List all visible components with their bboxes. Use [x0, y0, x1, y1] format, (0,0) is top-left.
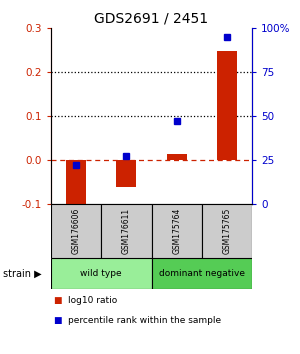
Text: GSM176606: GSM176606	[72, 208, 81, 254]
Text: strain ▶: strain ▶	[3, 268, 42, 279]
Bar	[51, 204, 101, 258]
Bar	[202, 204, 252, 258]
Text: GSM175764: GSM175764	[172, 208, 181, 254]
Bar	[101, 204, 152, 258]
Text: percentile rank within the sample: percentile rank within the sample	[68, 316, 220, 325]
Text: dominant negative: dominant negative	[159, 269, 245, 278]
Text: GSM176611: GSM176611	[122, 208, 131, 254]
Text: log10 ratio: log10 ratio	[68, 296, 117, 306]
Bar	[152, 258, 252, 289]
Bar	[167, 154, 187, 160]
Bar	[51, 258, 152, 289]
Text: ■: ■	[53, 316, 61, 325]
Bar	[152, 204, 202, 258]
Bar	[116, 160, 136, 187]
Title: GDS2691 / 2451: GDS2691 / 2451	[94, 12, 208, 26]
Text: wild type: wild type	[80, 269, 122, 278]
Bar	[66, 160, 86, 205]
Bar	[217, 51, 237, 160]
Text: GSM175765: GSM175765	[222, 208, 231, 254]
Text: ■: ■	[53, 296, 61, 306]
